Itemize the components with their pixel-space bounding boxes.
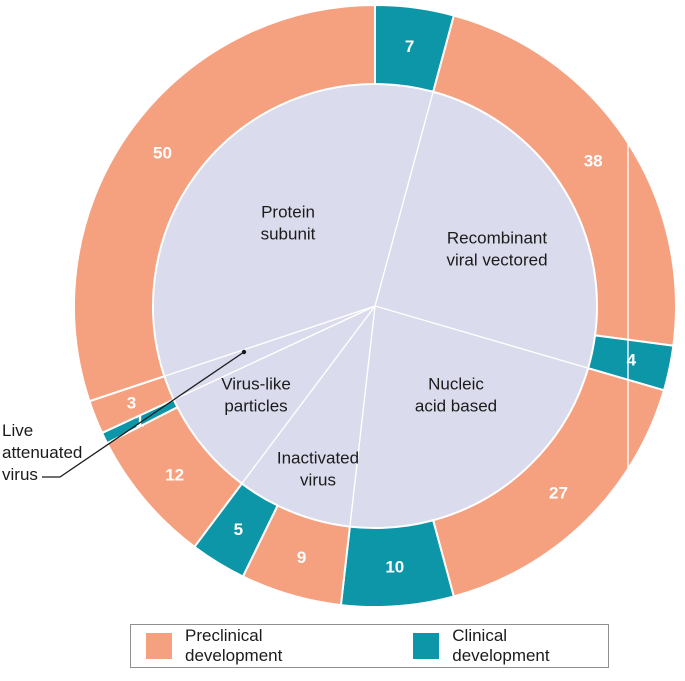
ring-count-recombinant-viral-vectored-clinical: 4 [627,351,637,370]
pie-label-protein-subunit-line-1: Protein [261,203,315,222]
pie-label-protein-subunit-line-2: subunit [261,225,316,244]
pie-label-nucleic-acid-based-line-1: Nucleic [428,375,484,394]
pie-label-recombinant-viral-vectored-line-1: Recombinant [447,229,547,248]
pie-label-inactivated-virus-line-1: Inactivated [277,449,359,468]
legend: Preclinical development Clinical develop… [130,624,609,668]
pie-label-inactivated-virus-line-2: virus [300,471,336,490]
pie-label-recombinant-viral-vectored-line-2: viral vectored [446,251,547,270]
clinical-legend-label: Clinical development [452,626,550,665]
live-attenuated-line-1: Live [2,421,34,440]
ring-count-virus-like-particles-clinical: 1 [135,411,144,430]
pie-label-virus-like-particles-line-1: Virus-like [221,375,291,394]
ring-count-virus-like-particles-preclinical: 12 [165,465,184,484]
ring-segment-protein-subunit-preclinical [73,3,376,403]
ring-count-inactivated-virus-preclinical: 9 [297,548,306,567]
clinical-color-swatch [413,633,440,659]
preclinical-color-swatch [146,633,172,659]
ring-count-protein-subunit-preclinical: 50 [153,143,172,162]
ring-count-nucleic-acid-based-preclinical: 27 [549,484,568,503]
ring-count-inactivated-virus-clinical: 5 [234,520,243,539]
legend-item-preclinical: Preclinical development [146,626,363,666]
pie-label-nucleic-acid-based-line-2: acid based [415,397,497,416]
live-attenuated-virus-label: Live attenuated virus [2,420,82,486]
legend-item-clinical: Clinical development [413,626,608,666]
ring-count-nucleic-acid-based-clinical: 10 [385,558,404,577]
ring-count-recombinant-viral-vectored-preclinical: 38 [584,151,603,170]
ring-segment-protein-subunit-clinical [374,3,456,93]
live-attenuated-line-2: attenuated [2,443,83,462]
ring-count-protein-subunit-clinical: 7 [405,37,414,56]
ring-count-live-attenuated-virus-preclinical: 3 [127,393,136,412]
live-attenuated-leader-line [42,351,245,478]
pie-label-virus-like-particles-line-2: particles [224,397,287,416]
preclinical-legend-label: Preclinical development [185,626,283,665]
live-attenuated-line-3: virus [2,465,38,484]
live-attenuated-leader-dot [241,349,247,355]
